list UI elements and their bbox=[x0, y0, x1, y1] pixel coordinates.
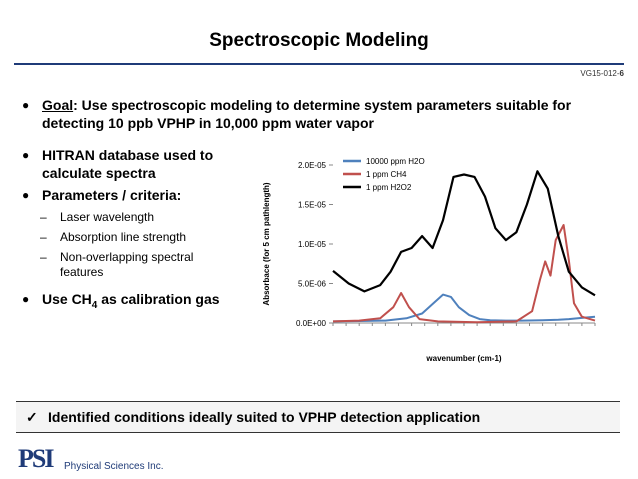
series-line-2 bbox=[332, 224, 596, 324]
goal-text: : Use spectroscopic modeling to determin… bbox=[42, 97, 572, 131]
series-line-1 bbox=[332, 293, 596, 323]
dash-icon: – bbox=[40, 250, 47, 264]
goal-label: Goal bbox=[42, 97, 74, 113]
criteria-item-text: Absorption line strength bbox=[60, 230, 187, 244]
criteria-item-text: Non-overlapping spectral features bbox=[60, 250, 194, 279]
criteria-item: – Non-overlapping spectral features bbox=[40, 250, 230, 280]
hitran-bullet: ● HITRAN database used to calculate spec… bbox=[22, 146, 252, 182]
calibration-text-pre: Use CH bbox=[42, 291, 92, 307]
criteria-item: – Absorption line strength bbox=[40, 230, 240, 245]
calibration-bullet: ● Use CH4 as calibration gas bbox=[22, 290, 262, 315]
checkmark-icon: ✓ bbox=[26, 409, 38, 425]
company-name: Physical Sciences Inc. bbox=[64, 461, 164, 472]
title-divider bbox=[14, 63, 624, 65]
series-line-3 bbox=[332, 170, 596, 297]
y-tick-label: 1.0E-05 bbox=[298, 240, 327, 249]
x-axis-label: wavenumber (cm-1) bbox=[425, 354, 501, 363]
dash-icon: – bbox=[40, 210, 47, 224]
bullet-dot-icon: ● bbox=[22, 188, 30, 202]
bullet-dot-icon: ● bbox=[22, 148, 30, 162]
absorbance-chart: 0.0E+00 5.0E-06 1.0E-05 1.5E-05 2.0E-05 10000… bbox=[262, 157, 596, 363]
bullet-dot-icon: ● bbox=[22, 98, 30, 112]
criteria-item-text: Laser wavelength bbox=[60, 210, 155, 224]
conclusion-text: Identified conditions ideally suited to … bbox=[48, 409, 481, 425]
dash-icon: – bbox=[40, 230, 47, 244]
psi-logo: PSI bbox=[18, 444, 54, 473]
slide-id-prefix: VG15-012- bbox=[580, 69, 620, 78]
legend-label: 10000 ppm H2O bbox=[366, 157, 425, 166]
legend-label: 1 ppm CH4 bbox=[366, 170, 407, 179]
goal-bullet: ● Goal: Use spectroscopic modeling to de… bbox=[22, 96, 582, 132]
bullet-dot-icon: ● bbox=[22, 292, 30, 306]
slide-id-number: 6 bbox=[619, 69, 624, 78]
slide-title: Spectroscopic Modeling bbox=[209, 30, 429, 51]
y-tick-label: 1.5E-05 bbox=[298, 201, 327, 210]
y-axis-label: Absorbace (for 5 cm pathlength) bbox=[262, 182, 271, 305]
legend-label: 1 ppm H2O2 bbox=[366, 183, 412, 192]
hitran-text: HITRAN database used to calculate spectr… bbox=[42, 147, 214, 181]
y-tick-label: 0.0E+00 bbox=[296, 319, 327, 328]
slide-id: VG15-012-6 bbox=[580, 69, 624, 78]
parameters-bullet: ● Parameters / criteria: bbox=[22, 186, 252, 204]
calibration-text-post: as calibration gas bbox=[97, 291, 220, 307]
conclusion-box: ✓ Identified conditions ideally suited t… bbox=[16, 401, 620, 433]
calibration-subscript: 4 bbox=[91, 299, 98, 311]
criteria-item: – Laser wavelength bbox=[40, 210, 240, 225]
y-tick-label: 5.0E-06 bbox=[298, 280, 327, 289]
parameters-text: Parameters / criteria: bbox=[42, 187, 182, 203]
y-tick-label: 2.0E-05 bbox=[298, 161, 327, 170]
